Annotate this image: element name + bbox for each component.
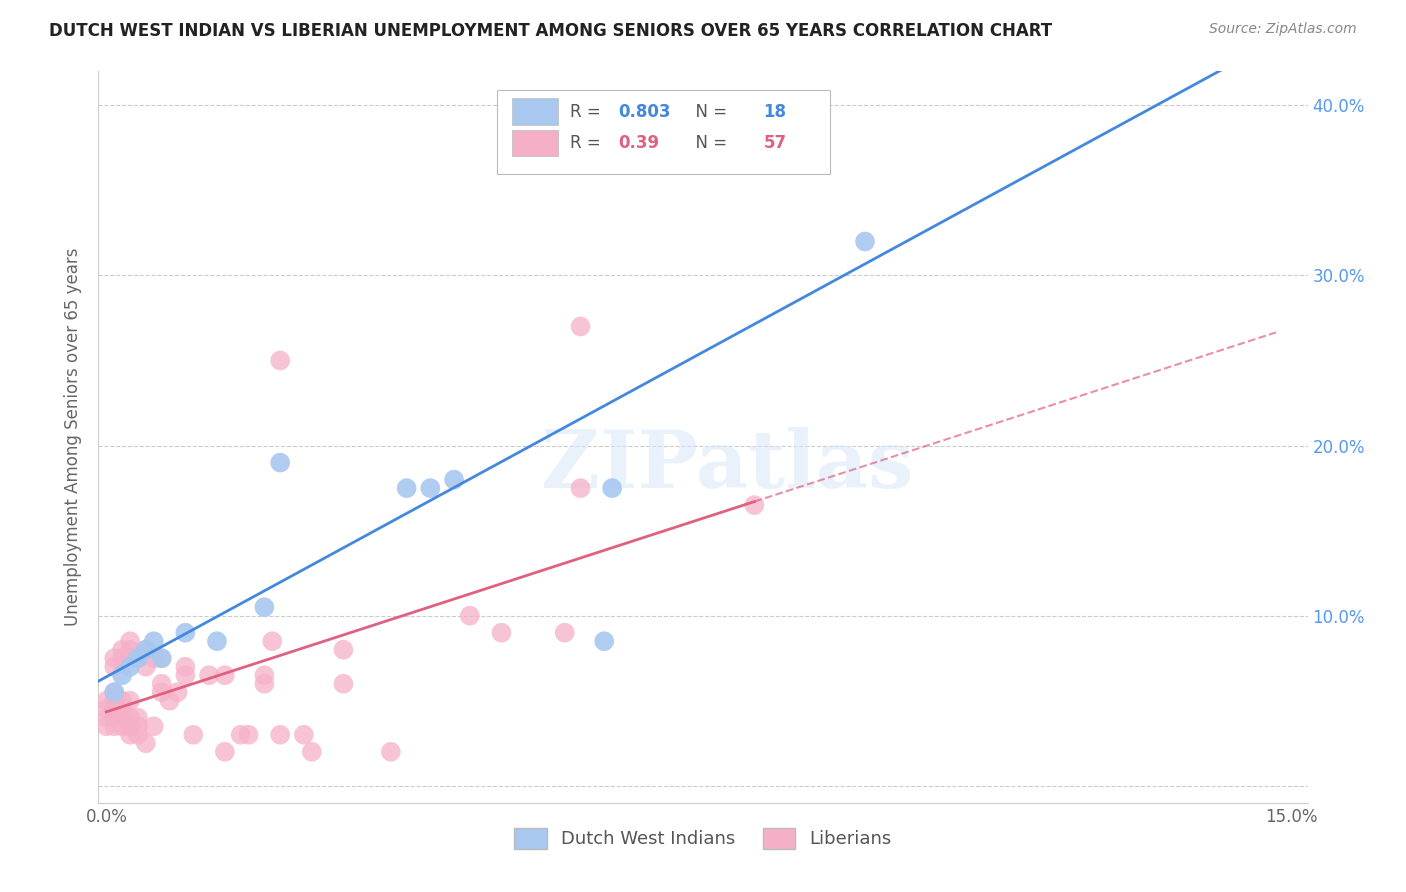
Point — [103, 685, 125, 699]
Point — [150, 651, 173, 665]
Text: 18: 18 — [763, 103, 786, 120]
Legend: Dutch West Indians, Liberians: Dutch West Indians, Liberians — [508, 821, 898, 856]
Text: 0.803: 0.803 — [619, 103, 671, 120]
Point — [569, 481, 592, 495]
Point — [554, 625, 576, 640]
Point — [672, 158, 695, 172]
Point — [166, 685, 188, 699]
Point — [127, 711, 149, 725]
Point — [150, 651, 173, 665]
Text: R =: R = — [569, 103, 606, 120]
Point — [253, 668, 276, 682]
Point — [111, 651, 134, 665]
Point — [135, 659, 157, 673]
Point — [127, 719, 149, 733]
Text: 57: 57 — [763, 134, 786, 152]
Point — [229, 728, 252, 742]
Y-axis label: Unemployment Among Seniors over 65 years: Unemployment Among Seniors over 65 years — [65, 248, 83, 626]
Point — [127, 728, 149, 742]
Point — [253, 600, 276, 615]
Point — [181, 728, 204, 742]
Point — [103, 651, 125, 665]
Point — [118, 659, 141, 673]
Point — [301, 745, 323, 759]
Point — [198, 668, 221, 682]
Point — [569, 319, 592, 334]
Point — [103, 659, 125, 673]
Point — [103, 719, 125, 733]
Point — [262, 634, 284, 648]
Point — [118, 694, 141, 708]
Point — [458, 608, 481, 623]
Point — [332, 642, 354, 657]
Point — [127, 651, 149, 665]
Point — [111, 719, 134, 733]
Text: N =: N = — [685, 103, 733, 120]
Point — [96, 711, 118, 725]
Point — [96, 719, 118, 733]
Text: Source: ZipAtlas.com: Source: ZipAtlas.com — [1209, 22, 1357, 37]
Text: ZIPatlas: ZIPatlas — [541, 427, 914, 506]
Point — [142, 634, 165, 648]
Text: DUTCH WEST INDIAN VS LIBERIAN UNEMPLOYMENT AMONG SENIORS OVER 65 YEARS CORRELATI: DUTCH WEST INDIAN VS LIBERIAN UNEMPLOYME… — [49, 22, 1052, 40]
Point — [491, 625, 513, 640]
Point — [111, 711, 134, 725]
Text: 0.39: 0.39 — [619, 134, 659, 152]
Point — [593, 634, 616, 648]
Point — [135, 642, 157, 657]
Point — [269, 728, 291, 742]
Point — [118, 634, 141, 648]
Point — [118, 642, 141, 657]
Point — [135, 642, 157, 657]
Point — [150, 685, 173, 699]
Point — [238, 728, 260, 742]
Point — [111, 702, 134, 716]
Point — [103, 702, 125, 716]
Point — [419, 481, 441, 495]
Point — [96, 694, 118, 708]
Point — [600, 481, 623, 495]
Point — [292, 728, 315, 742]
Point — [142, 719, 165, 733]
FancyBboxPatch shape — [512, 130, 558, 156]
Point — [744, 498, 766, 512]
Point — [127, 651, 149, 665]
Point — [332, 677, 354, 691]
Point — [443, 473, 465, 487]
Point — [118, 711, 141, 725]
Point — [853, 235, 876, 249]
Point — [380, 745, 402, 759]
Point — [103, 685, 125, 699]
Point — [111, 642, 134, 657]
Point — [118, 728, 141, 742]
Point — [269, 456, 291, 470]
Point — [269, 353, 291, 368]
Point — [214, 745, 236, 759]
Point — [103, 694, 125, 708]
Point — [150, 677, 173, 691]
FancyBboxPatch shape — [512, 98, 558, 125]
Point — [118, 719, 141, 733]
Text: N =: N = — [685, 134, 733, 152]
Point — [159, 694, 181, 708]
Point — [174, 625, 197, 640]
Point — [205, 634, 228, 648]
Point — [142, 651, 165, 665]
Text: R =: R = — [569, 134, 606, 152]
Point — [253, 677, 276, 691]
FancyBboxPatch shape — [498, 90, 830, 174]
Point — [174, 668, 197, 682]
Point — [395, 481, 418, 495]
Point — [111, 668, 134, 682]
Point — [103, 711, 125, 725]
Point — [111, 694, 134, 708]
Point — [135, 736, 157, 750]
Point — [96, 702, 118, 716]
Point — [174, 659, 197, 673]
Point — [214, 668, 236, 682]
